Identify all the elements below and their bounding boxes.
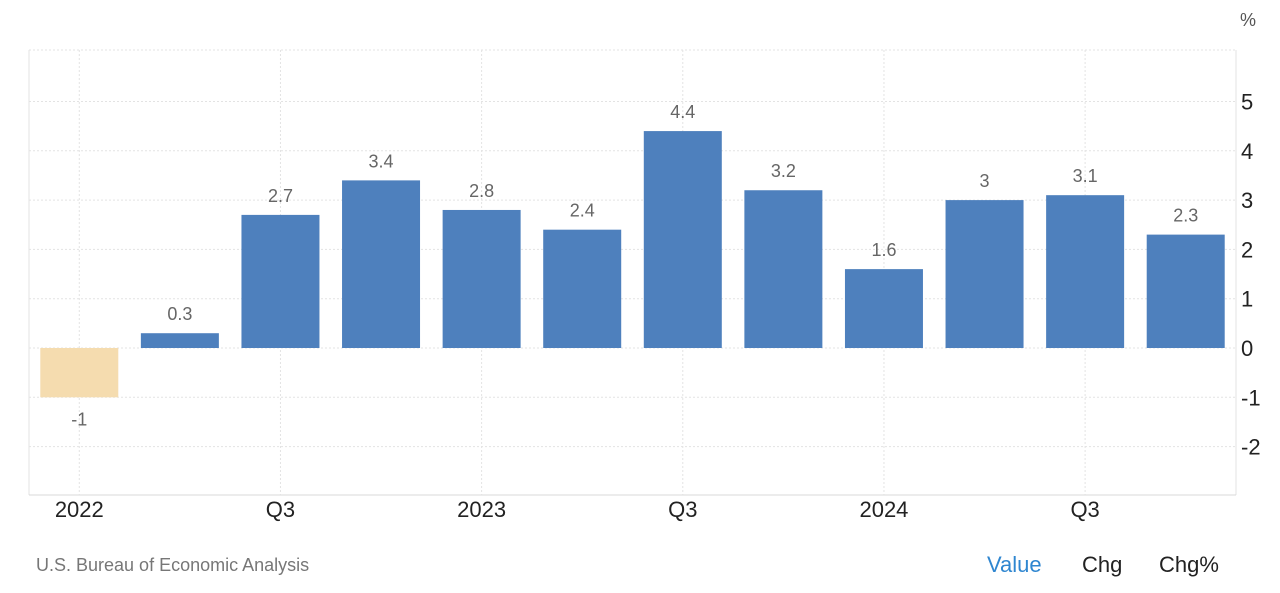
y-tick-label: 1	[1241, 287, 1253, 312]
data-label: -1	[71, 409, 87, 429]
tab-chg[interactable]: Chg	[1082, 552, 1123, 577]
data-label: 1.6	[871, 240, 896, 260]
data-label: 3	[980, 171, 990, 191]
data-label: 3.4	[369, 151, 394, 171]
tab-value[interactable]: Value	[987, 552, 1042, 577]
source-label: U.S. Bureau of Economic Analysis	[36, 555, 310, 575]
bar	[643, 131, 722, 348]
x-tick-label: 2022	[55, 497, 104, 522]
view-tabs: Value Chg Chg%	[0, 552, 1280, 582]
data-label: 3.2	[771, 161, 796, 181]
bar	[241, 214, 320, 348]
y-tick-label: 4	[1241, 139, 1253, 164]
y-tick-label: 3	[1241, 188, 1253, 213]
y-tick-label: -2	[1241, 435, 1261, 460]
y-tick-label: 5	[1241, 90, 1253, 115]
bar	[40, 348, 119, 398]
data-label: 0.3	[167, 304, 192, 324]
y-tick-label: 2	[1241, 237, 1253, 262]
x-tick-label: Q3	[668, 497, 697, 522]
bar	[844, 269, 923, 348]
bar	[140, 333, 219, 348]
bar	[945, 200, 1024, 348]
bar	[442, 209, 521, 348]
x-tick-label: Q3	[1070, 497, 1099, 522]
data-label: 4.4	[670, 102, 695, 122]
tab-chg-percent[interactable]: Chg%	[1159, 552, 1219, 577]
bar	[744, 190, 823, 348]
y-unit-label: %	[1240, 10, 1256, 30]
data-label: 2.8	[469, 181, 494, 201]
gdp-growth-chart: 5 4 3 2 1 0 -1 -2% 2022 Q3 2023 Q3 2024 Q3 -1 0.3 2.7 3.4…	[28, 10, 1261, 522]
bar	[1146, 234, 1225, 348]
data-label: 2.7	[268, 186, 293, 206]
data-label: 2.3	[1173, 206, 1198, 226]
data-label: 3.1	[1073, 166, 1098, 186]
bar	[543, 229, 622, 348]
x-tick-label: Q3	[266, 497, 295, 522]
y-tick-label: 0	[1241, 336, 1253, 361]
x-tick-label: 2023	[457, 497, 506, 522]
x-tick-label: 2024	[859, 497, 908, 522]
bar	[1046, 195, 1125, 348]
data-label: 2.4	[570, 201, 595, 221]
bar	[342, 180, 421, 348]
y-tick-label: -1	[1241, 385, 1261, 410]
